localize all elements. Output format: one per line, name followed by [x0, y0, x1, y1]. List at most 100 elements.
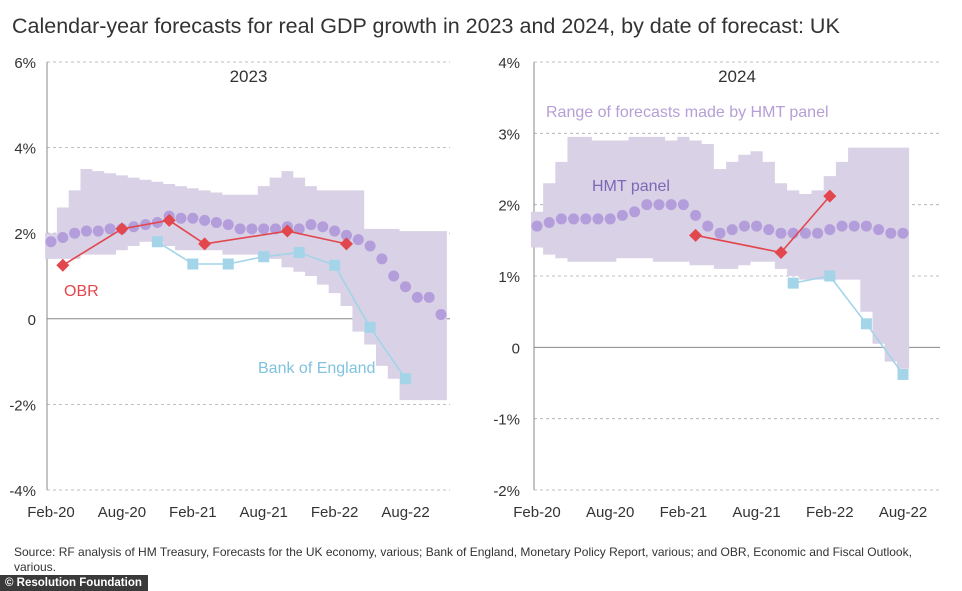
hmt-point: [690, 209, 702, 221]
y-tick-label: 0: [28, 312, 36, 329]
hmt-point: [305, 219, 317, 231]
obr-point: [198, 237, 212, 251]
hmt-point: [641, 199, 653, 211]
panel-title: 2023: [230, 67, 268, 86]
y-tick-label: 6%: [14, 55, 36, 72]
y-tick-label: -2%: [493, 483, 520, 500]
hmt-point: [364, 240, 376, 252]
series-hmt-panel: [531, 199, 909, 239]
source-note: Source: RF analysis of HM Treasury, Fore…: [14, 545, 912, 574]
boe-point: [187, 258, 199, 270]
hmt-point: [848, 220, 860, 232]
x-tick-label: Feb-20: [27, 504, 75, 521]
series-line: [62, 219, 347, 266]
hmt-point: [775, 227, 787, 239]
hmt-point: [543, 217, 555, 228]
hmt-point: [751, 220, 763, 232]
x-tick-label: Aug-22: [879, 504, 927, 521]
y-tick-label: -1%: [493, 412, 520, 429]
y-tick-label: -4%: [9, 483, 36, 500]
hmt-point: [702, 220, 714, 232]
y-tick-label: 4%: [14, 141, 36, 158]
y-tick-label: 2%: [498, 198, 520, 215]
hmt-point: [80, 225, 92, 237]
hmt-point: [580, 213, 592, 225]
hmt-point: [435, 309, 447, 321]
boe-point: [364, 321, 376, 333]
boe-point: [897, 368, 909, 380]
hmt-point: [57, 231, 69, 243]
hmt-point: [340, 229, 352, 241]
y-tick-label: 1%: [498, 269, 520, 286]
page-title: Calendar-year forecasts for real GDP gro…: [12, 14, 840, 38]
obr-point: [689, 228, 703, 242]
panel-title: 2024: [718, 67, 756, 86]
hmt-point: [738, 220, 750, 232]
hmt-point: [714, 227, 726, 239]
hmt-point: [726, 224, 738, 236]
x-tick-label: Feb-21: [660, 504, 708, 521]
hmt-point: [293, 223, 305, 235]
hmt-point: [873, 224, 885, 236]
hmt-point: [199, 214, 211, 226]
hmt-point: [812, 227, 824, 239]
obr-point: [339, 237, 353, 251]
range-label: Range of forecasts made by HMT panel: [546, 104, 829, 121]
obr-point: [823, 189, 837, 203]
x-tick-label: Feb-22: [806, 504, 854, 521]
hmt-point: [824, 224, 836, 236]
hmt-point: [897, 227, 909, 239]
series-bank-of-england: [787, 270, 909, 380]
hmt-point: [592, 213, 604, 225]
hmt-point: [677, 199, 689, 211]
hmt-point: [799, 227, 811, 239]
hmt-point: [104, 223, 116, 235]
hmt-point: [665, 199, 677, 211]
obr-point: [774, 245, 788, 259]
series-obr: [689, 189, 837, 259]
boe-point: [258, 251, 270, 263]
hmt-point: [270, 223, 282, 235]
series-line: [156, 241, 407, 380]
series-label: OBR: [64, 283, 99, 300]
boe-point: [151, 236, 163, 248]
x-tick-label: Feb-22: [311, 504, 359, 521]
x-tick-label: Aug-21: [240, 504, 288, 521]
x-tick-label: Aug-20: [586, 504, 634, 521]
x-tick-label: Feb-20: [513, 504, 561, 521]
hmt-point: [860, 220, 872, 232]
hmt-point: [763, 224, 775, 236]
hmt-point: [317, 221, 329, 233]
hmt-point: [45, 236, 57, 248]
forecast-range-band: [530, 136, 910, 369]
series-label: Bank of England: [258, 360, 375, 377]
hmt-point: [629, 206, 641, 218]
hmt-point: [69, 227, 81, 239]
panel-2024: -2% -1% 0 1% 2% 3% 4% Feb-20 Aug-20 Feb-21 Aug-21 F…: [493, 55, 940, 521]
footer-badge: © Resolution Foundation: [0, 575, 148, 591]
x-tick-label: Aug-22: [381, 504, 429, 521]
forecast-range-band: [45, 169, 447, 401]
hmt-point: [531, 220, 543, 232]
hmt-point: [329, 225, 341, 237]
panel-2023: -4% -2% 0 2% 4% 6% Feb-20 Aug-20 Feb-21 Aug-21 Feb…: [9, 55, 450, 521]
obr-point: [280, 224, 294, 238]
boe-point: [293, 246, 305, 258]
hmt-point: [885, 227, 897, 239]
obr-point: [56, 258, 70, 272]
hmt-point: [400, 281, 412, 293]
hmt-point: [258, 223, 270, 235]
boe-point: [329, 259, 341, 271]
hmt-point: [411, 291, 423, 303]
hmt-point: [616, 209, 628, 221]
obr-point: [115, 222, 129, 236]
hmt-point: [376, 253, 388, 265]
hmt-point: [423, 291, 435, 303]
hmt-point: [836, 220, 848, 232]
x-tick-label: Aug-21: [732, 504, 780, 521]
series-obr: [56, 213, 353, 272]
hmt-point: [222, 219, 234, 231]
boe-point: [787, 277, 799, 289]
hmt-point: [234, 223, 246, 235]
